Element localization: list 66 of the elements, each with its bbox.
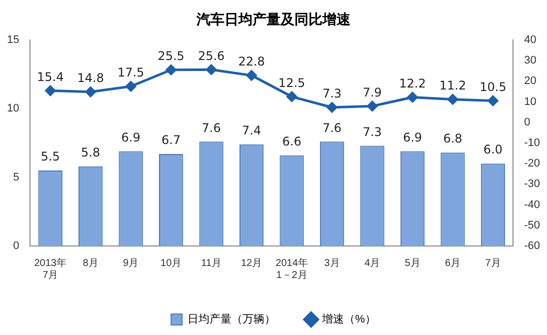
x-tick-label: 8月 <box>82 258 98 269</box>
x-tick-label: 4月 <box>364 258 380 269</box>
x-tick-label: 7月 <box>485 258 501 269</box>
data-label: 7.9 <box>362 85 382 100</box>
y2-tick-label: -10 <box>524 137 540 150</box>
y2-tick-label: -20 <box>524 158 540 170</box>
y2-tick-label: -60 <box>524 240 540 252</box>
data-label: 12.2 <box>399 76 426 90</box>
data-label: 6.7 <box>162 133 181 148</box>
x-tick-label: 5月 <box>404 258 420 269</box>
x-tick-label: 2013年 7月 <box>34 256 66 281</box>
point <box>447 94 458 105</box>
y2-tick-label: 10 <box>524 96 536 108</box>
data-label: 14.8 <box>77 71 104 86</box>
y-tick-label: 0 <box>13 240 20 252</box>
point <box>326 102 338 113</box>
x-tick-label: 11月 <box>201 258 222 269</box>
y-tick-label: 10 <box>6 102 20 115</box>
legend-label: 增速（%） <box>321 312 376 326</box>
point <box>246 70 257 81</box>
data-label: 7.3 <box>322 86 342 100</box>
y2-tick-label: 30 <box>524 54 536 67</box>
x-tick-label: 6月 <box>444 258 461 269</box>
point <box>85 86 96 98</box>
data-label: 5.8 <box>81 145 100 160</box>
data-label: 6.9 <box>402 130 422 144</box>
x-tick-label: 9月 <box>123 258 139 269</box>
y-tick-label: 5 <box>13 171 20 184</box>
y2-tick-label: -40 <box>524 198 540 211</box>
legend-label: 日均产量（万辆） <box>188 312 276 326</box>
data-label: 6.0 <box>483 142 503 157</box>
data-label: 22.8 <box>238 54 265 69</box>
data-label: 6.8 <box>443 132 462 146</box>
data-label: 10.5 <box>480 80 506 94</box>
y2-tick-label: -50 <box>524 219 540 232</box>
data-label: 12.5 <box>278 76 306 90</box>
data-label: 7.6 <box>202 120 221 135</box>
point <box>488 96 498 106</box>
point <box>166 64 176 76</box>
x-tick-label: 3月 <box>324 258 340 269</box>
y-tick-label: 15 <box>6 34 20 46</box>
data-label: 6.6 <box>282 134 302 148</box>
x-tick-label: 10月 <box>160 258 182 269</box>
y2-tick-label: 40 <box>524 34 536 46</box>
point <box>407 92 418 103</box>
point <box>45 85 56 96</box>
data-label: 7.6 <box>322 120 342 135</box>
point <box>367 100 378 112</box>
y2-tick-label: 0 <box>524 116 530 128</box>
point <box>286 91 298 102</box>
chart-title: 汽车日均产量及同比增速 <box>196 11 352 30</box>
data-label: 7.3 <box>362 124 382 139</box>
data-label: 17.5 <box>117 65 144 80</box>
data-label: 11.2 <box>439 78 466 92</box>
point <box>206 64 217 75</box>
point <box>126 81 136 92</box>
y2-tick-label: -30 <box>524 178 540 190</box>
x-tick-label: 12月 <box>240 258 262 269</box>
x-tick-label: 2014年 1－2月 <box>276 256 308 281</box>
data-label: 25.6 <box>198 48 225 63</box>
data-label: 15.4 <box>36 70 64 84</box>
data-label: 25.5 <box>158 48 184 63</box>
data-label: 5.5 <box>40 150 60 164</box>
data-label: 6.9 <box>121 130 140 144</box>
data-label: 7.4 <box>242 124 262 138</box>
y2-tick-label: 20 <box>524 75 536 88</box>
